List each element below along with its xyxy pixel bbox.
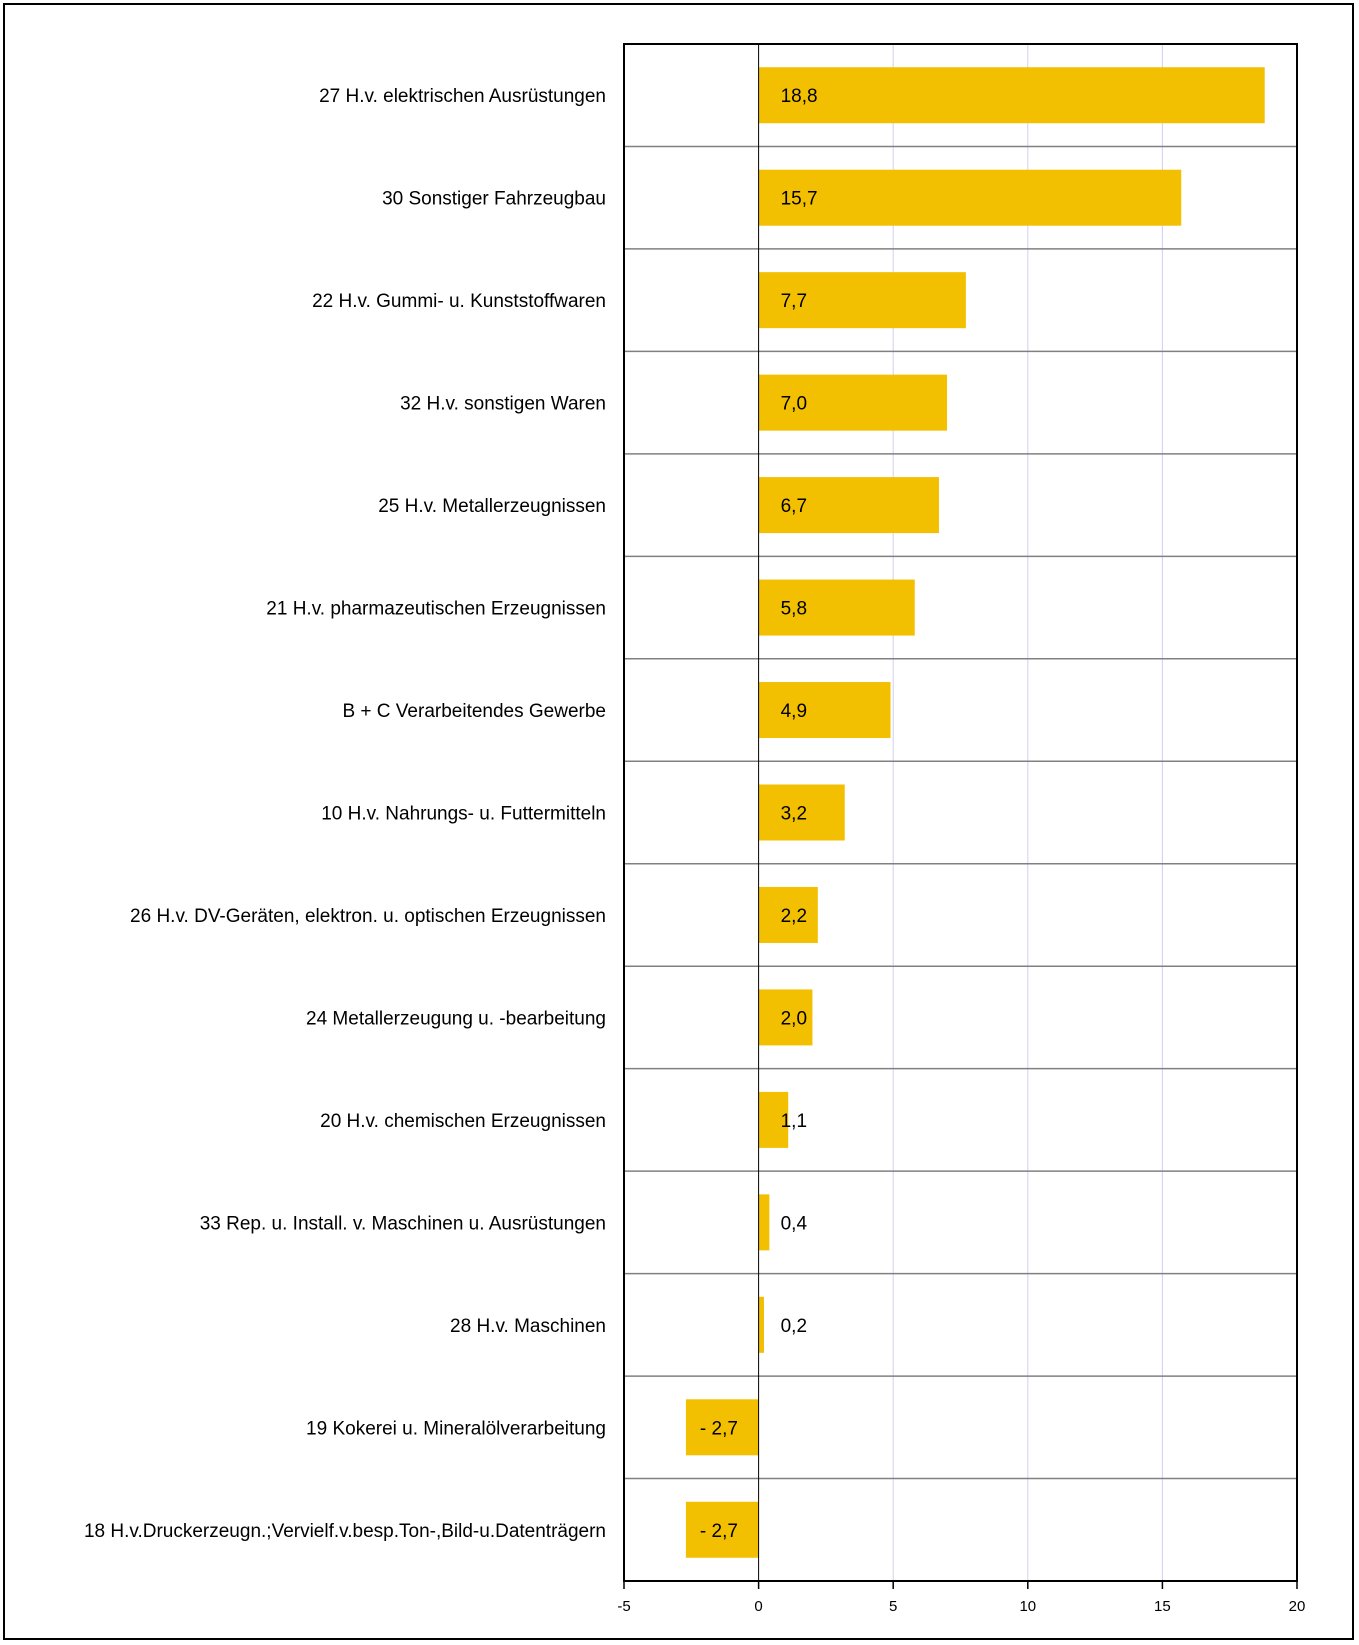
category-label-14: 18 H.v.Druckerzeugn.;Vervielf.v.besp.Ton… (84, 1521, 606, 1542)
x-tick-label-2: 5 (889, 1598, 897, 1615)
category-label-6: B + C Verarbeitendes Gewerbe (342, 701, 606, 722)
bar-value-label-13: - 2,7 (700, 1418, 738, 1439)
category-label-5: 21 H.v. pharmazeutischen Erzeugnissen (266, 599, 606, 620)
bar-7 (758, 784, 845, 841)
x-tick-label-4: 15 (1154, 1598, 1171, 1615)
category-label-1: 30 Sonstiger Fahrzeugbau (382, 189, 606, 210)
bar-0 (758, 67, 1265, 124)
bar-4 (758, 477, 939, 534)
category-label-8: 26 H.v. DV-Geräten, elektron. u. optisch… (130, 906, 606, 927)
category-label-7: 10 H.v. Nahrungs- u. Futtermitteln (321, 804, 606, 825)
category-label-12: 28 H.v. Maschinen (450, 1316, 606, 1337)
category-label-9: 24 Metallerzeugung u. -bearbeitung (306, 1008, 606, 1029)
bar-value-label-5: 5,8 (781, 599, 807, 620)
category-label-4: 25 H.v. Metallerzeugnissen (378, 496, 606, 517)
bar-5 (758, 579, 915, 636)
x-tick-label-3: 10 (1019, 1598, 1036, 1615)
bar-value-label-8: 2,2 (781, 906, 807, 927)
category-label-11: 33 Rep. u. Install. v. Maschinen u. Ausr… (200, 1213, 606, 1234)
plot-border (623, 43, 1298, 1582)
bar-value-label-0: 18,8 (781, 86, 818, 107)
x-tick-label-5: 20 (1289, 1598, 1306, 1615)
bar-value-label-6: 4,9 (781, 701, 807, 722)
bar-11 (758, 1194, 770, 1251)
bar-value-label-10: 1,1 (781, 1111, 807, 1132)
bar-value-label-1: 15,7 (781, 189, 818, 210)
bar-value-label-14: - 2,7 (700, 1521, 738, 1542)
bar-value-label-11: 0,4 (781, 1213, 808, 1234)
x-tick-label-1: 0 (754, 1598, 762, 1615)
bar-6 (758, 682, 891, 739)
category-label-13: 19 Kokerei u. Mineralölverarbeitung (306, 1418, 606, 1439)
bar-13 (685, 1399, 759, 1456)
bar-14 (685, 1501, 759, 1558)
bar-2 (758, 272, 966, 329)
bar-9 (758, 989, 813, 1046)
bar-10 (758, 1091, 789, 1148)
bar-3 (758, 374, 948, 431)
category-label-0: 27 H.v. elektrischen Ausrüstungen (319, 86, 606, 107)
category-label-2: 22 H.v. Gummi- u. Kunststoffwaren (312, 291, 606, 312)
bar-1 (758, 169, 1182, 226)
bar-value-label-9: 2,0 (781, 1008, 807, 1029)
bar-value-label-7: 3,2 (781, 804, 807, 825)
bar-value-label-3: 7,0 (781, 394, 807, 415)
bar-value-label-2: 7,7 (781, 291, 807, 312)
bar-8 (758, 886, 818, 943)
category-label-10: 20 H.v. chemischen Erzeugnissen (320, 1111, 606, 1132)
bar-value-label-12: 0,2 (781, 1316, 807, 1337)
bar-12 (758, 1296, 764, 1353)
bar-value-label-4: 6,7 (781, 496, 807, 517)
x-tick-label-0: -5 (617, 1598, 630, 1615)
chart-frame (3, 3, 1354, 1640)
category-label-3: 32 H.v. sonstigen Waren (400, 394, 606, 415)
